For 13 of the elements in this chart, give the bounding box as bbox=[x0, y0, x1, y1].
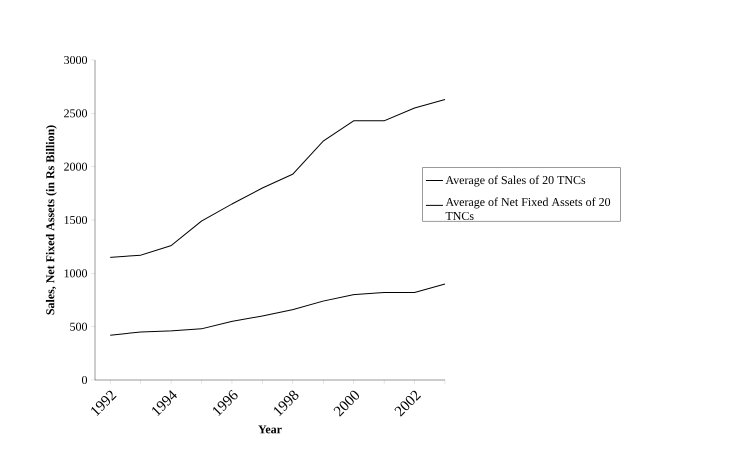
y-tick-label: 3000 bbox=[64, 56, 88, 64]
y-tick-label: 0 bbox=[82, 376, 88, 384]
legend-label: Average of Net Fixed Assets of 20 TNCs bbox=[446, 198, 610, 220]
x-axis-title: Year bbox=[258, 425, 282, 434]
y-tick-label: 1000 bbox=[64, 269, 88, 278]
y-tick-label: 2000 bbox=[64, 162, 88, 171]
y-tick-label: 1500 bbox=[64, 216, 88, 224]
y-axis-title: Sales, Net Fixed Assets (in Rs Billion) bbox=[46, 125, 57, 315]
line-series bbox=[110, 98, 446, 258]
y-tick-label: 2500 bbox=[64, 109, 88, 118]
line-series bbox=[110, 284, 446, 336]
legend-label: Average of Sales of 20 TNCs bbox=[446, 176, 586, 187]
y-tick-label: 500 bbox=[70, 322, 88, 331]
